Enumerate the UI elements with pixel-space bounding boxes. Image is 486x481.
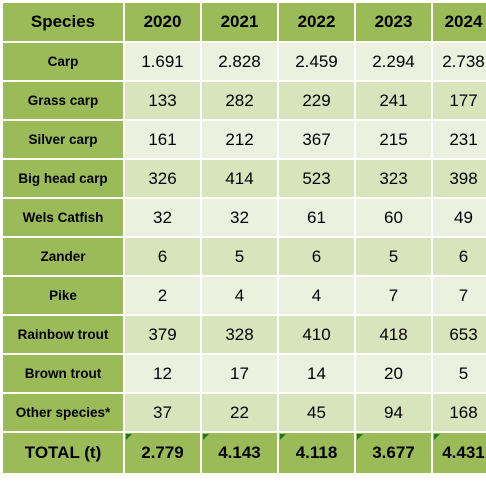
value-cell: 168 (431, 392, 486, 433)
value-cell: 326 (123, 158, 202, 199)
table-row: Other species* 37 22 45 94 168 (1, 392, 486, 433)
table-row: Big head carp 326 414 523 323 398 (1, 158, 486, 199)
species-name: Rainbow trout (1, 314, 125, 355)
value-cell: 5 (200, 236, 279, 277)
value-cell: 6 (431, 236, 486, 277)
table-row: Rainbow trout 379 328 410 418 653 (1, 314, 486, 355)
value-cell: 398 (431, 158, 486, 199)
value-cell: 1.691 (123, 41, 202, 82)
value-cell: 2 (123, 275, 202, 316)
value-cell: 231 (431, 119, 486, 160)
total-row: TOTAL (t) 2.779 4.143 4.118 3.677 4.431 (1, 431, 486, 475)
error-flag-icon (357, 434, 363, 440)
table-row: Wels Catfish 32 32 61 60 49 (1, 197, 486, 238)
value-cell: 418 (354, 314, 433, 355)
species-name: Grass carp (1, 80, 125, 121)
value-cell: 20 (354, 353, 433, 394)
table-row: Carp 1.691 2.828 2.459 2.294 2.738 (1, 41, 486, 82)
species-header: Species (1, 1, 125, 43)
year-header: 2022 (277, 1, 356, 43)
value-cell: 215 (354, 119, 433, 160)
value-cell: 5 (431, 353, 486, 394)
value-cell: 6 (277, 236, 356, 277)
value-cell: 61 (277, 197, 356, 238)
value-cell: 6 (123, 236, 202, 277)
value-cell: 2.828 (200, 41, 279, 82)
value-cell: 60 (354, 197, 433, 238)
value-cell: 32 (200, 197, 279, 238)
value-cell: 133 (123, 80, 202, 121)
value-cell: 17 (200, 353, 279, 394)
value-cell: 94 (354, 392, 433, 433)
table-row: Silver carp 161 212 367 215 231 (1, 119, 486, 160)
value-cell: 414 (200, 158, 279, 199)
total-value-text: 3.677 (372, 443, 415, 462)
value-cell: 22 (200, 392, 279, 433)
species-name: Wels Catfish (1, 197, 125, 238)
value-cell: 32 (123, 197, 202, 238)
value-cell: 37 (123, 392, 202, 433)
value-cell: 410 (277, 314, 356, 355)
total-value-text: 4.143 (218, 443, 261, 462)
error-flag-icon (203, 434, 209, 440)
value-cell: 5 (354, 236, 433, 277)
total-value: 2.779 (123, 431, 202, 475)
species-name: Other species* (1, 392, 125, 433)
value-cell: 177 (431, 80, 486, 121)
value-cell: 2.459 (277, 41, 356, 82)
year-header: 2021 (200, 1, 279, 43)
value-cell: 49 (431, 197, 486, 238)
value-cell: 161 (123, 119, 202, 160)
value-cell: 14 (277, 353, 356, 394)
total-value-text: 2.779 (141, 443, 184, 462)
value-cell: 7 (354, 275, 433, 316)
value-cell: 523 (277, 158, 356, 199)
value-cell: 367 (277, 119, 356, 160)
value-cell: 7 (431, 275, 486, 316)
value-cell: 282 (200, 80, 279, 121)
value-cell: 653 (431, 314, 486, 355)
table-row: Grass carp 133 282 229 241 177 (1, 80, 486, 121)
header-row: Species 2020 2021 2022 2023 2024 (1, 1, 486, 43)
total-value: 3.677 (354, 431, 433, 475)
value-cell: 2.738 (431, 41, 486, 82)
total-label: TOTAL (t) (1, 431, 125, 475)
species-name: Big head carp (1, 158, 125, 199)
total-value-text: 4.118 (295, 443, 338, 462)
year-header: 2024 (431, 1, 486, 43)
error-flag-icon (126, 434, 132, 440)
total-value: 4.431 (431, 431, 486, 475)
value-cell: 229 (277, 80, 356, 121)
value-cell: 45 (277, 392, 356, 433)
species-name: Silver carp (1, 119, 125, 160)
value-cell: 379 (123, 314, 202, 355)
value-cell: 2.294 (354, 41, 433, 82)
species-name: Carp (1, 41, 125, 82)
value-cell: 328 (200, 314, 279, 355)
total-value-text: 4.431 (442, 443, 485, 462)
year-header: 2023 (354, 1, 433, 43)
species-name: Pike (1, 275, 125, 316)
value-cell: 12 (123, 353, 202, 394)
value-cell: 212 (200, 119, 279, 160)
value-cell: 4 (200, 275, 279, 316)
table-row: Brown trout 12 17 14 20 5 (1, 353, 486, 394)
total-value: 4.143 (200, 431, 279, 475)
table-row: Pike 2 4 4 7 7 (1, 275, 486, 316)
error-flag-icon (434, 434, 440, 440)
value-cell: 323 (354, 158, 433, 199)
year-header: 2020 (123, 1, 202, 43)
value-cell: 241 (354, 80, 433, 121)
species-name: Zander (1, 236, 125, 277)
total-value: 4.118 (277, 431, 356, 475)
error-flag-icon (280, 434, 286, 440)
species-name: Brown trout (1, 353, 125, 394)
value-cell: 4 (277, 275, 356, 316)
table-row: Zander 6 5 6 5 6 (1, 236, 486, 277)
